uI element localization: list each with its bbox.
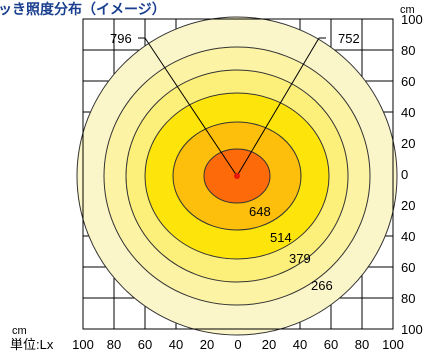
y-tick-label: 20 [401,198,415,213]
y-tick-label: 80 [401,291,415,306]
contour-label-648: 648 [249,204,271,219]
x-tick-label: 20 [200,337,214,352]
contour-label-379: 379 [289,251,311,266]
grid-border [82,18,394,330]
x-tick-label: 80 [107,337,121,352]
x-tick-label: 100 [72,337,94,352]
y-tick-label: 100 [401,12,423,27]
contour-label-514: 514 [270,230,292,245]
title-fragment: ッき照度分布（イメージ） [0,1,166,18]
x-tick-label: 80 [355,337,369,352]
y-tick-label: 100 [401,322,423,337]
unit-cm-bottom: cm [12,325,27,337]
x-tick-label: 0 [234,337,241,352]
y-tick-label: 40 [401,105,415,120]
x-tick-label: 20 [262,337,276,352]
x-tick-label: 40 [169,337,183,352]
center-point [234,173,240,179]
contour-label-266: 266 [311,278,333,293]
x-axis-ticks: 100 80 60 40 20 0 20 40 60 80 100 [72,337,404,352]
y-tick-label: 0 [401,167,408,182]
unit-label: 単位:Lx [10,337,54,352]
x-tick-label: 100 [382,337,404,352]
x-tick-label: 60 [138,337,152,352]
y-tick-label: 80 [401,43,415,58]
y-tick-label: 60 [401,260,415,275]
callout-value-left: 796 [110,31,132,46]
y-tick-label: 40 [401,229,415,244]
y-tick-label: 60 [401,74,415,89]
y-axis-ticks: 100 80 60 40 20 0 20 40 60 80 100 [401,12,423,337]
y-tick-label: 20 [401,136,415,151]
x-tick-label: 60 [324,337,338,352]
x-tick-label: 40 [293,337,307,352]
callout-line-left [144,37,238,177]
callout-value-right: 752 [338,31,360,46]
unit-cm-top: cm [400,4,415,16]
callout-line-right [236,37,320,177]
